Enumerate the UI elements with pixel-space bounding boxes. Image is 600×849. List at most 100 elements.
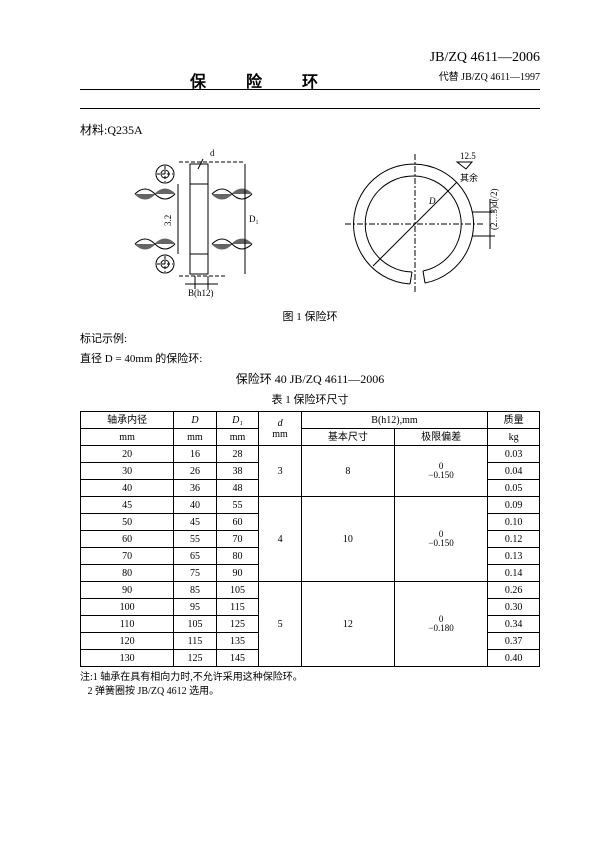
table-cell: 60 [81, 531, 174, 548]
table-cell: 0.05 [488, 480, 540, 497]
table-header-row: 轴承内径 D D₁ dmm B(h12),mm 质量 [81, 412, 540, 429]
table-cell: 90 [216, 565, 259, 582]
svg-text:D: D [428, 196, 436, 206]
table-cell: 0−0.150 [395, 497, 488, 582]
table-cell: 16 [174, 446, 217, 463]
table-cell: 0.09 [488, 497, 540, 514]
note-1: 1 轴承在具有相向力时,不允许采用这种保险环。 [93, 672, 303, 683]
table-cell: 120 [81, 633, 174, 650]
table-cell: 0.10 [488, 514, 540, 531]
table-cell: 20 [81, 446, 174, 463]
standard-replaces: 代替 JB/ZQ 4611—1997 [439, 68, 540, 83]
material-value: Q235A [107, 123, 142, 137]
figure-caption: 图 1 保险环 [80, 308, 540, 324]
table-cell: 130 [81, 650, 174, 667]
table-cell: 0.04 [488, 463, 540, 480]
table-cell: 3 [259, 446, 302, 497]
marking-example: 直径 D = 40mm 的保险环: [80, 350, 540, 366]
note-2: 2 弹簧圈按 JB/ZQ 4612 选用。 [88, 686, 220, 697]
marking-designation: 保险环 40 JB/ZQ 4611—2006 [80, 370, 540, 387]
table-cell: 0−0.150 [395, 446, 488, 497]
th-mm2: mm [174, 429, 217, 446]
table-cell: 105 [174, 616, 217, 633]
table-cell: 45 [174, 514, 217, 531]
svg-text:3.2: 3.2 [163, 215, 173, 226]
table-cell: 85 [174, 582, 217, 599]
notes-prefix: 注: [80, 672, 93, 683]
svg-text:12.5: 12.5 [460, 151, 476, 161]
table-cell: 110 [81, 616, 174, 633]
table-cell: 0.14 [488, 565, 540, 582]
page-title: 保 险 环 [190, 68, 336, 92]
table-cell: 0.12 [488, 531, 540, 548]
table-cell: 75 [174, 565, 217, 582]
table-cell: 10 [301, 497, 394, 582]
table-cell: 125 [174, 650, 217, 667]
svg-text:(2…3)d(/2): (2…3)d(/2) [489, 189, 499, 231]
table-cell: 0.30 [488, 599, 540, 616]
figure-right-view: 12.5 其余 (2…3)d(/2) D [325, 144, 505, 299]
table-cell: 0.40 [488, 650, 540, 667]
table-cell: 80 [81, 565, 174, 582]
table-row: 201628380−0.1500.03 [81, 446, 540, 463]
th-basic: 基本尺寸 [301, 429, 394, 446]
th-d: dmm [259, 412, 302, 446]
table-cell: 38 [216, 463, 259, 480]
table-cell: 55 [174, 531, 217, 548]
table-cell: 4 [259, 497, 302, 582]
material-label: 材料: [80, 123, 107, 137]
svg-text:d: d [210, 148, 215, 158]
table-cell: 145 [216, 650, 259, 667]
figure-diagram: d D₁ 3.2 B(h12) 12.5 其余 [80, 144, 540, 304]
table-cell: 50 [81, 514, 174, 531]
th-shaft: 轴承内径 [81, 412, 174, 429]
table-cell: 0.13 [488, 548, 540, 565]
table-cell: 26 [174, 463, 217, 480]
table-cell: 12 [301, 582, 394, 667]
table-cell: 115 [216, 599, 259, 616]
table-cell: 100 [81, 599, 174, 616]
table-cell: 95 [174, 599, 217, 616]
th-kg: kg [488, 429, 540, 446]
table-cell: 80 [216, 548, 259, 565]
th-Bh12: B(h12),mm [301, 412, 487, 429]
table-cell: 70 [81, 548, 174, 565]
table-cell: 28 [216, 446, 259, 463]
th-tol: 极限偏差 [395, 429, 488, 446]
table-cell: 40 [174, 497, 217, 514]
table-cell: 105 [216, 582, 259, 599]
table-header-row-2: mm mm mm 基本尺寸 极限偏差 kg [81, 429, 540, 446]
th-mm3: mm [216, 429, 259, 446]
th-D: D [174, 412, 217, 429]
table-cell: 5 [259, 582, 302, 667]
th-mm1: mm [81, 429, 174, 446]
table-cell: 36 [174, 480, 217, 497]
table-cell: 0.26 [488, 582, 540, 599]
table-row: 90851055120−0.1800.26 [81, 582, 540, 599]
table-cell: 0.03 [488, 446, 540, 463]
standard-code: JB/ZQ 4611—2006 [430, 50, 540, 66]
th-mass: 质量 [488, 412, 540, 429]
table-cell: 0.34 [488, 616, 540, 633]
table-cell: 135 [216, 633, 259, 650]
table-cell: 8 [301, 446, 394, 497]
table-cell: 115 [174, 633, 217, 650]
figure-left-view: d D₁ 3.2 B(h12) [115, 144, 295, 299]
table-cell: 45 [81, 497, 174, 514]
table-cell: 125 [216, 616, 259, 633]
marking-label: 标记示例: [80, 330, 540, 346]
spec-table: 轴承内径 D D₁ dmm B(h12),mm 质量 mm mm mm 基本尺寸… [80, 411, 540, 667]
th-D1: D₁ [216, 412, 259, 429]
svg-text:D₁: D₁ [249, 214, 259, 224]
table-row: 4540554100−0.1500.09 [81, 497, 540, 514]
table-cell: 60 [216, 514, 259, 531]
table-cell: 0−0.180 [395, 582, 488, 667]
table-cell: 90 [81, 582, 174, 599]
svg-text:其余: 其余 [460, 172, 478, 183]
table-cell: 0.37 [488, 633, 540, 650]
table-cell: 48 [216, 480, 259, 497]
table-cell: 30 [81, 463, 174, 480]
table-caption: 表 1 保险环尺寸 [80, 391, 540, 407]
table-cell: 55 [216, 497, 259, 514]
svg-text:B(h12): B(h12) [188, 288, 214, 298]
